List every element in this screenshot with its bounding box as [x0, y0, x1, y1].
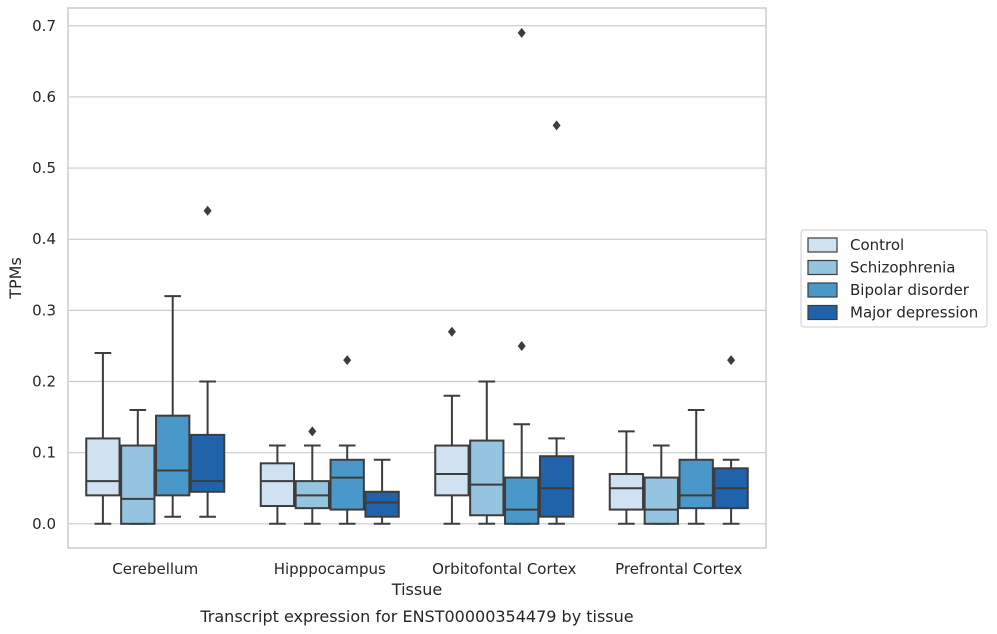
box-schizophrenia [294, 426, 330, 525]
outlier-point [517, 27, 526, 38]
legend-label: Major depression [850, 304, 978, 322]
box-body [329, 458, 365, 511]
legend-swatch [807, 259, 838, 276]
outlier-point [552, 120, 561, 131]
box-body [643, 476, 679, 525]
y-axis-title: TPMs [6, 257, 25, 300]
box-major-depression [538, 120, 575, 525]
box-body [504, 476, 540, 525]
box-control [259, 444, 296, 525]
box-major-depression [189, 205, 226, 518]
boxes-layer [85, 27, 749, 525]
outlier-point [517, 340, 526, 351]
box-body [469, 439, 505, 517]
x-axis-title: Tissue [391, 580, 442, 599]
plot-frame [67, 7, 767, 549]
legend-label: Schizophrenia [850, 259, 955, 277]
box-bipolar-disorder [504, 27, 540, 525]
legend-swatch [807, 282, 838, 298]
figure-caption: Transcript expression for ENST0000035447… [199, 607, 633, 626]
box-body [259, 462, 296, 508]
box-body [678, 458, 714, 510]
box-bipolar-disorder [155, 295, 191, 518]
y-tick-label: 0.1 [32, 444, 56, 462]
box-schizophrenia [120, 408, 156, 525]
box-body [434, 444, 470, 497]
box-major-depression [364, 458, 400, 525]
y-tick-label: 0.4 [32, 230, 56, 248]
y-tick-label: 0.5 [32, 159, 56, 177]
x-tick-label: Cerebellum [112, 560, 198, 578]
legend: Control Schizophrenia Bipolar disorder Majo… [800, 229, 988, 328]
box-body [120, 444, 156, 525]
box-body [189, 433, 226, 493]
box-body [85, 437, 121, 497]
box-bipolar-disorder [329, 355, 365, 525]
box-schizophrenia [643, 444, 679, 525]
box-schizophrenia [469, 380, 505, 525]
x-tick-label: Hipppocampus [274, 560, 386, 578]
outlier-point [203, 205, 212, 216]
outlier-point [308, 426, 317, 437]
box-bipolar-disorder [678, 408, 714, 525]
box-major-depression [713, 355, 749, 525]
box-body [538, 455, 575, 518]
legend-swatch [807, 304, 838, 321]
legend-swatch [807, 237, 838, 253]
outlier-point [343, 355, 352, 366]
outlier-point [727, 355, 736, 366]
x-tick-labels: Cerebellum Hipppocampus Orbitofontal Corte… [112, 560, 742, 578]
legend-label: Bipolar disorder [850, 281, 970, 299]
y-tick-label: 0.6 [32, 88, 56, 106]
y-tick-label: 0.0 [32, 515, 56, 533]
box-control [608, 430, 645, 525]
legend-label: Control [850, 236, 904, 254]
y-tick-label: 0.7 [32, 17, 56, 35]
x-tick-label: Orbitofontal Cortex [432, 560, 576, 578]
outlier-point [447, 326, 456, 337]
y-tick-label: 0.2 [32, 373, 56, 391]
legend-frame [800, 229, 988, 328]
box-body [364, 490, 400, 518]
x-tick-label: Prefrontal Cortex [615, 560, 742, 578]
box-body [608, 473, 645, 511]
box-control [434, 326, 470, 525]
y-tick-labels: 0.0 0.1 0.2 0.3 0.4 0.5 0.6 0.7 [32, 17, 56, 533]
box-control [85, 352, 121, 525]
y-tick-label: 0.3 [32, 301, 56, 319]
box-body [155, 414, 191, 497]
